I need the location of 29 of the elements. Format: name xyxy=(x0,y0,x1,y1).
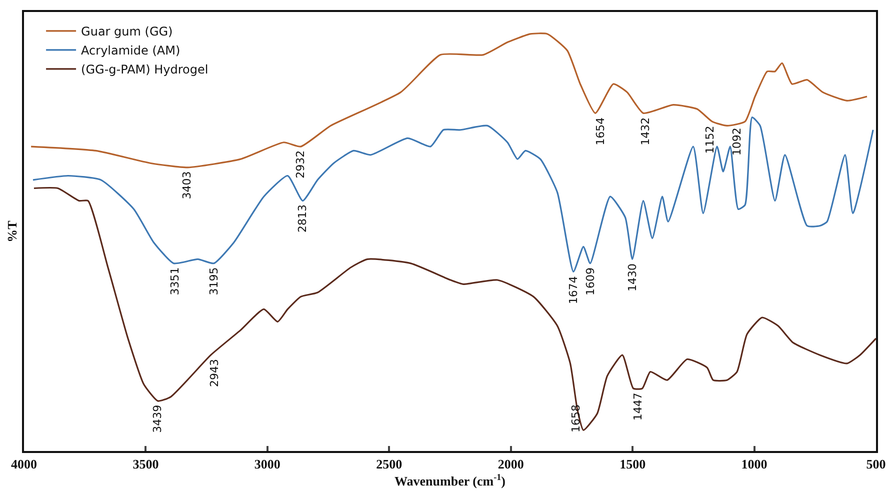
x-tick-label: 1500 xyxy=(620,456,646,472)
legend-label: Guar gum (GG) xyxy=(81,24,173,39)
annotation: 3195 xyxy=(208,267,221,296)
annotation: 1430 xyxy=(626,263,640,292)
x-tick-label: 2500 xyxy=(376,456,402,472)
annotation: 1092 xyxy=(730,128,744,156)
x-tick-label: 3000 xyxy=(254,456,280,472)
annotation: 1674 xyxy=(566,276,580,304)
annotation: 2932 xyxy=(294,150,308,178)
annotation: 1152 xyxy=(704,126,717,154)
annotation: 2813 xyxy=(296,204,309,232)
x-axis-title: Wavenumber (cm$^{-1}$) xyxy=(394,472,506,489)
legend-label: Acrylamide (AM) xyxy=(81,44,180,58)
annotation: 2943 xyxy=(208,358,221,387)
x-tick-label: 4000 xyxy=(11,456,37,472)
x-tick-label: 2000 xyxy=(498,456,524,472)
annotation: 3351 xyxy=(168,267,182,296)
x-tick-label: 3500 xyxy=(132,456,159,472)
y-axis-title: %T xyxy=(4,220,20,242)
x-tick-label: 500 xyxy=(866,456,886,472)
annotation: 1609 xyxy=(584,268,597,296)
x-tick-label: 1000 xyxy=(741,456,768,472)
annotation: 3403 xyxy=(180,171,194,200)
annotation: 1658 xyxy=(570,404,583,433)
annotation: 1654 xyxy=(594,117,608,146)
annotation: 1447 xyxy=(632,392,645,421)
annotation: 3439 xyxy=(150,404,164,433)
legend-label: (GG-g-PAM) Hydrogel xyxy=(81,62,208,77)
annotation: 1432 xyxy=(639,117,652,146)
